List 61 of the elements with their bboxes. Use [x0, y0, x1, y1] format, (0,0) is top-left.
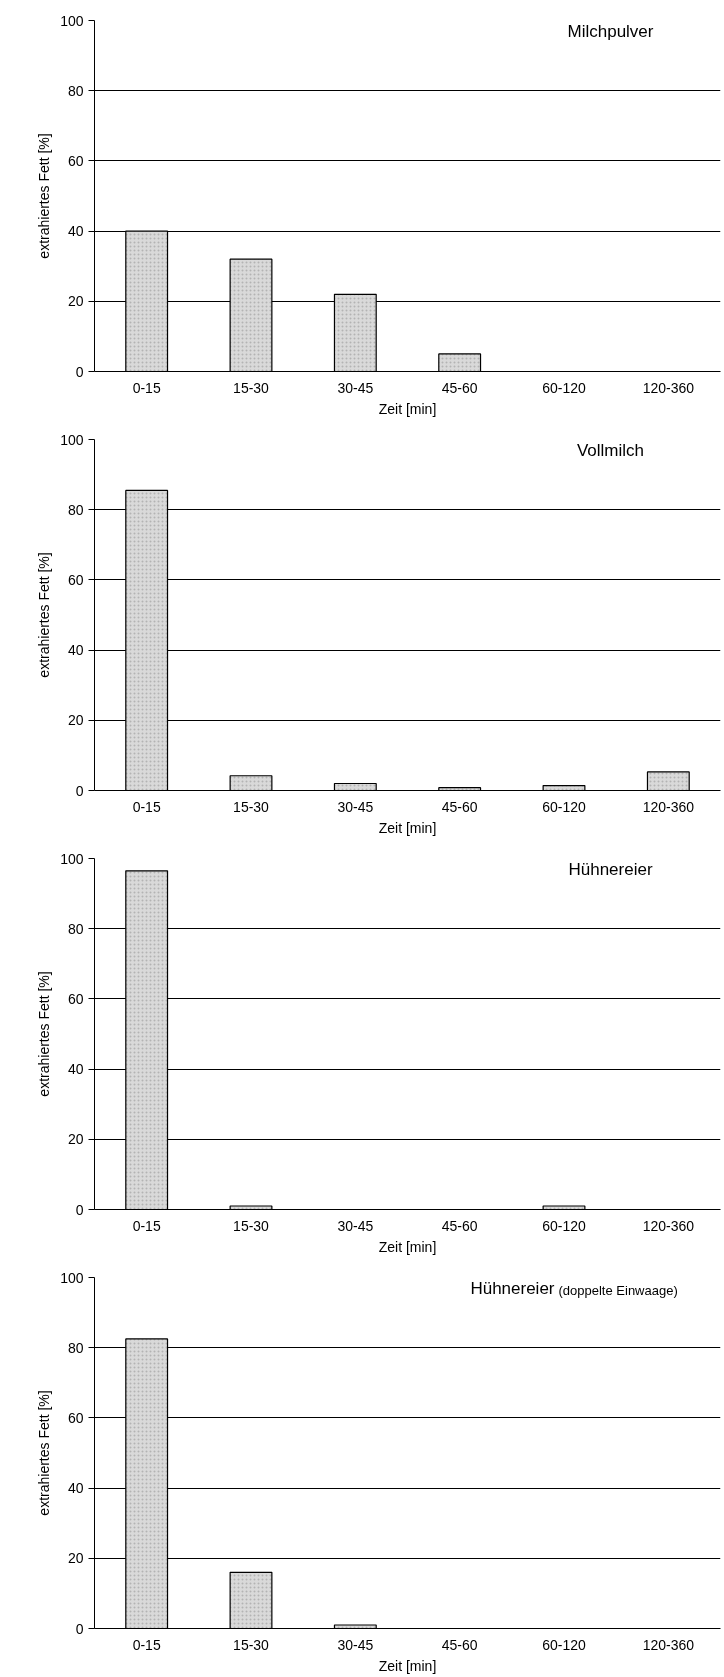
- y-axis-title: extrahiertes Fett [%]: [36, 552, 53, 678]
- x-tick-label: 0-15: [132, 1636, 161, 1653]
- x-tick-label: 0-15: [132, 1217, 161, 1234]
- x-tick-label: 45-60: [441, 1636, 478, 1653]
- x-tick-label: 15-30: [233, 1217, 270, 1234]
- y-tick-label: 40: [67, 642, 84, 659]
- y-tick-label: 20: [67, 1550, 84, 1567]
- x-tick-label: 60-120: [542, 1217, 587, 1234]
- y-tick-label: 40: [67, 1480, 84, 1497]
- chart-title: Hühnereier: [568, 859, 653, 879]
- x-tick-label: 120-360: [642, 379, 695, 396]
- y-tick-label: 40: [67, 1061, 84, 1078]
- y-tick-label: 0: [75, 1620, 84, 1637]
- y-tick-label: 0: [75, 782, 84, 799]
- chart-title: Milchpulver: [567, 21, 654, 41]
- x-tick-label: 120-360: [642, 1217, 695, 1234]
- y-tick-label: 60: [67, 152, 84, 169]
- y-tick-label: 100: [60, 850, 84, 867]
- x-axis-title: Zeit [min]: [378, 819, 437, 836]
- x-tick-label: 60-120: [542, 1636, 587, 1653]
- x-tick-label: 45-60: [441, 379, 478, 396]
- x-tick-label: 30-45: [337, 379, 374, 396]
- chart-subtitle: (doppelte Einwaage): [558, 1282, 678, 1298]
- x-tick-label: 120-360: [642, 798, 695, 815]
- x-tick-label: 15-30: [233, 798, 270, 815]
- x-tick-label: 0-15: [132, 379, 161, 396]
- y-tick-label: 60: [67, 571, 84, 588]
- y-tick-label: 20: [67, 1131, 84, 1148]
- y-tick-label: 100: [60, 431, 84, 448]
- chart-title: Hühnereier: [470, 1278, 555, 1298]
- x-axis-title: Zeit [min]: [378, 400, 437, 417]
- x-tick-label: 30-45: [337, 1217, 374, 1234]
- y-tick-label: 80: [67, 1339, 84, 1356]
- y-tick-label: 20: [67, 712, 84, 729]
- x-tick-label: 45-60: [441, 1217, 478, 1234]
- x-tick-label: 120-360: [642, 1636, 695, 1653]
- x-tick-label: 30-45: [337, 798, 374, 815]
- y-tick-label: 40: [67, 223, 84, 240]
- y-tick-label: 80: [67, 82, 84, 99]
- y-tick-label: 100: [60, 12, 84, 29]
- chart-title: Vollmilch: [576, 440, 645, 460]
- y-tick-label: 60: [67, 990, 84, 1007]
- x-tick-label: 15-30: [233, 1636, 270, 1653]
- x-axis-title: Zeit [min]: [378, 1238, 437, 1255]
- y-tick-label: 0: [75, 363, 84, 380]
- y-axis-title: extrahiertes Fett [%]: [36, 971, 53, 1097]
- y-tick-label: 20: [67, 293, 84, 310]
- x-axis-title: Zeit [min]: [378, 1657, 437, 1674]
- x-tick-label: 0-15: [132, 798, 161, 815]
- y-tick-label: 100: [60, 1269, 84, 1286]
- x-tick-label: 60-120: [542, 798, 587, 815]
- y-tick-label: 60: [67, 1409, 84, 1426]
- y-axis-title: extrahiertes Fett [%]: [36, 1390, 53, 1516]
- y-tick-label: 80: [67, 501, 84, 518]
- x-tick-label: 45-60: [441, 798, 478, 815]
- x-tick-label: 15-30: [233, 379, 270, 396]
- x-tick-label: 30-45: [337, 1636, 374, 1653]
- y-axis-title: extrahiertes Fett [%]: [36, 133, 53, 259]
- y-tick-label: 0: [75, 1201, 84, 1218]
- y-tick-label: 80: [67, 920, 84, 937]
- x-tick-label: 60-120: [542, 379, 587, 396]
